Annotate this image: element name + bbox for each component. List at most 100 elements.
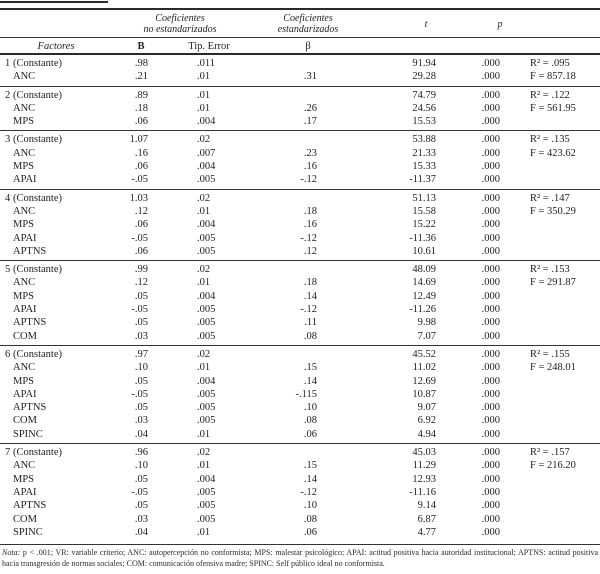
cell-factor: APTNS [0, 245, 112, 258]
cell-b: .10 [134, 362, 148, 374]
table-row: MPS .05 .004 .14 12.93 .000 [0, 473, 600, 486]
cell-std-error: .005 [197, 500, 216, 512]
model-number [0, 526, 13, 539]
factor-name: APTNS [13, 402, 47, 414]
cell-t: 9.14 [417, 500, 436, 512]
table-footnote: Nota: p < .001; VR: variable criterio; A… [0, 544, 600, 569]
cell-t: -11.36 [409, 232, 436, 244]
cell-std-error: .004 [197, 473, 216, 485]
cell-std-error: .02 [197, 192, 211, 204]
cell-std-error: .005 [197, 402, 216, 414]
cell-std-error: .005 [197, 304, 216, 316]
model-number [0, 401, 13, 414]
cell-factor: ANC [0, 205, 112, 218]
cell-r2f: R² = .155 [530, 348, 570, 360]
cell-std-error: .004 [197, 375, 216, 387]
table-body: 1 (Constante) .98.011 91.94.000 R² = .095 ANC… [0, 55, 600, 541]
cell-beta: .06 [303, 428, 317, 440]
cell-std-error: .007 [197, 147, 216, 159]
cell-factor: ANC [0, 276, 112, 289]
cell-r2f: R² = .135 [530, 134, 570, 146]
model-number [0, 218, 13, 231]
cell-t: 45.03 [412, 447, 436, 459]
cropped-rule-artifact [0, 1, 108, 3]
factor-name: ANC [13, 362, 36, 374]
cell-std-error: .005 [197, 174, 216, 186]
cell-factor: 6 (Constante) [0, 348, 112, 361]
model-number: 4 [5, 192, 11, 204]
cell-std-error: .005 [197, 388, 216, 400]
cell-b: .04 [134, 428, 148, 440]
cell-b: 1.07 [129, 134, 148, 146]
cell-factor: MPS [0, 160, 112, 173]
factor-name: COM [13, 415, 37, 427]
cell-p: .000 [481, 134, 500, 146]
cell-r2f [524, 486, 600, 499]
cell-r2f [524, 173, 600, 186]
factor-name: (Constante) [13, 264, 62, 276]
table-row: MPS .06 .004 .16 15.33 .000 [0, 160, 600, 173]
cell-b: .03 [134, 330, 148, 342]
table-header-group-row: Coeficientes no estandarizados Coeficien… [0, 10, 600, 38]
cell-std-error: .01 [197, 460, 211, 472]
cell-t: 9.98 [417, 317, 436, 329]
table-row: COM .03 .005 .08 6.92 .000 [0, 414, 600, 427]
cell-b: -.05 [131, 232, 148, 244]
factor-name: SPINC [13, 526, 43, 538]
cell-beta: .11 [304, 317, 317, 329]
cell-p: .000 [481, 473, 500, 485]
model-number [0, 428, 13, 441]
cell-beta: .10 [303, 500, 317, 512]
cell-beta: .31 [303, 71, 317, 83]
cell-p: .000 [481, 428, 500, 440]
cell-p: .000 [481, 277, 500, 289]
cell-beta: -.12 [300, 232, 317, 244]
cell-b: .05 [134, 317, 148, 329]
cell-b: .06 [134, 219, 148, 231]
cell-factor: APTNS [0, 401, 112, 414]
cell-r2f [524, 499, 600, 512]
model-number [0, 115, 13, 128]
table-row: ANC .18 .01 .26 24.56 .000 F = 561.95 [0, 102, 600, 115]
factor-name: APTNS [13, 500, 47, 512]
cell-p: .000 [481, 500, 500, 512]
cell-std-error: .005 [197, 330, 216, 342]
cell-p: .000 [481, 330, 500, 342]
factor-name: APAI [13, 232, 37, 244]
model-number [0, 361, 13, 374]
cell-b: .10 [134, 460, 148, 472]
table-row: 7 (Constante) .96 .02 45.03 .000 R² = .157 [0, 446, 600, 459]
cell-std-error: .005 [197, 232, 216, 244]
factor-name: (Constante) [13, 192, 62, 204]
cell-t: 9.07 [417, 402, 436, 414]
cell-p: .000 [481, 219, 500, 231]
cell-b: .03 [134, 415, 148, 427]
factor-name: APAI [13, 174, 37, 186]
table-row: ANC .10 .01 .15 11.02 .000 F = 248.01 [0, 361, 600, 374]
cell-t: 51.13 [412, 192, 436, 204]
cell-t: 6.87 [417, 513, 436, 525]
cell-beta [248, 446, 368, 459]
model-number: 2 [5, 89, 11, 101]
factor-name: COM [13, 513, 37, 525]
cell-p: .000 [481, 290, 500, 302]
model-number [0, 147, 13, 160]
cell-beta: .17 [303, 116, 317, 128]
cell-std-error: .02 [197, 134, 211, 146]
table-row: APTNS .05 .005 .10 9.14 .000 [0, 499, 600, 512]
cell-p: .000 [481, 102, 500, 114]
factor-name: APTNS [13, 317, 47, 329]
cell-p: .000 [481, 161, 500, 173]
factor-name: (Constante) [13, 89, 62, 101]
cell-p: .000 [481, 192, 500, 204]
model-block-7: 7 (Constante) .96 .02 45.03 .000 R² = .157 ANC.… [0, 444, 600, 541]
cell-p: .000 [481, 402, 500, 414]
regression-table: Coeficientes no estandarizados Coeficien… [0, 8, 600, 569]
cell-beta: .18 [303, 205, 317, 217]
model-number [0, 102, 13, 115]
cell-r2f [524, 428, 600, 441]
cell-std-error: .01 [197, 277, 211, 289]
cell-std-error: .005 [197, 486, 216, 498]
cell-r2f [524, 316, 600, 329]
model-number [0, 160, 13, 173]
